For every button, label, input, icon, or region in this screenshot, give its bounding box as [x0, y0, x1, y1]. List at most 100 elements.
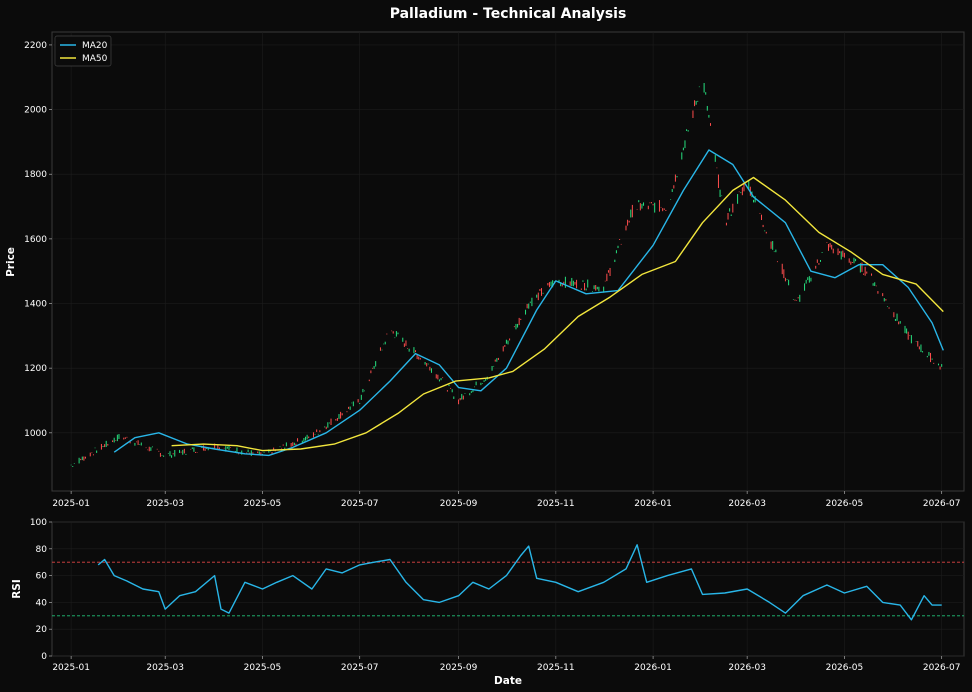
candle — [381, 349, 383, 351]
candle — [435, 374, 437, 379]
candle — [317, 433, 319, 435]
candle — [450, 387, 452, 389]
candle — [316, 429, 318, 432]
legend-ma20-label: MA20 — [82, 41, 108, 51]
candle — [335, 419, 337, 421]
price-y-tick-label: 1000 — [24, 429, 47, 439]
rsi-y-ticks: 0 20 40 60 80 100 — [30, 518, 52, 662]
candle — [502, 346, 504, 352]
rsi-x-ticks: 2025-01 2025-03 2025-05 2025-07 2025-09 2025-… — [52, 656, 960, 673]
candle — [738, 191, 740, 193]
candle — [137, 440, 139, 445]
candle — [474, 386, 476, 388]
candle — [639, 203, 641, 211]
candle — [563, 281, 565, 285]
candle — [84, 456, 86, 459]
price-y-tick-label: 2200 — [24, 41, 47, 51]
candle — [438, 379, 440, 382]
candle — [772, 241, 774, 250]
candle — [540, 288, 542, 296]
candle — [147, 449, 149, 451]
series-line-rsi — [97, 544, 942, 621]
candle — [218, 447, 220, 450]
candle — [308, 436, 310, 439]
candle — [303, 437, 305, 442]
candle — [560, 282, 562, 287]
candle — [83, 456, 85, 461]
candle — [359, 402, 361, 405]
candle — [920, 344, 922, 353]
candle — [246, 452, 248, 454]
candle — [312, 432, 314, 438]
candle — [148, 446, 150, 452]
candle — [217, 445, 219, 450]
candle — [536, 294, 538, 298]
rsi-y-tick-label: 40 — [36, 598, 48, 608]
candle — [194, 451, 196, 453]
candle — [112, 440, 114, 443]
candle — [592, 291, 594, 292]
candle — [271, 452, 273, 455]
candle — [603, 286, 605, 293]
candle — [402, 337, 404, 342]
candle — [285, 442, 287, 447]
candle — [842, 250, 844, 257]
candle — [695, 101, 697, 105]
candle — [480, 382, 482, 386]
candle — [349, 406, 351, 410]
price-y-tick-label: 2000 — [24, 106, 47, 116]
candle — [263, 451, 265, 453]
candle — [874, 282, 876, 287]
candle — [609, 267, 611, 277]
candle — [821, 252, 823, 253]
candle — [362, 388, 364, 393]
candle — [893, 312, 895, 318]
candle — [330, 418, 332, 425]
price-lines — [113, 149, 944, 457]
candle — [179, 449, 181, 453]
candle — [706, 105, 708, 111]
candle — [260, 452, 262, 456]
candle — [829, 243, 831, 248]
candle — [716, 167, 718, 169]
price-x-ticks: 2025-01 2025-03 2025-05 2025-07 2025-09 2025-… — [52, 491, 960, 509]
candle — [709, 123, 711, 126]
candle — [682, 147, 684, 151]
candle — [472, 390, 474, 393]
candle — [606, 273, 608, 282]
candle — [364, 390, 366, 392]
candle — [674, 174, 676, 182]
candle — [933, 362, 935, 364]
candle — [665, 209, 667, 211]
candle — [150, 447, 152, 451]
candle — [725, 222, 727, 226]
candle — [419, 357, 421, 360]
candle — [894, 318, 896, 321]
candle — [493, 365, 495, 367]
price-x-tick-label: 2026-07 — [923, 499, 961, 509]
series-line-ma50 — [171, 176, 944, 452]
candle — [839, 251, 841, 254]
candle — [837, 248, 839, 256]
candle — [105, 440, 107, 447]
candle — [273, 447, 275, 451]
candle — [582, 280, 584, 282]
candle — [481, 383, 483, 384]
candle — [483, 380, 485, 382]
candle — [788, 279, 790, 286]
candle — [643, 202, 645, 206]
candle — [595, 285, 597, 291]
price-y-tick-label: 1600 — [24, 235, 47, 245]
candle — [314, 434, 316, 435]
candle — [212, 447, 214, 449]
series-line-ma20 — [113, 149, 944, 457]
candle — [729, 208, 731, 212]
candle — [80, 458, 82, 461]
candle — [513, 326, 515, 328]
candle — [848, 258, 850, 263]
rsi-y-tick-label: 60 — [36, 572, 48, 582]
legend: MA20 MA50 — [54, 35, 112, 67]
candle — [319, 430, 321, 433]
candle — [145, 447, 147, 449]
rsi-x-tick-label: 2025-07 — [341, 663, 379, 673]
